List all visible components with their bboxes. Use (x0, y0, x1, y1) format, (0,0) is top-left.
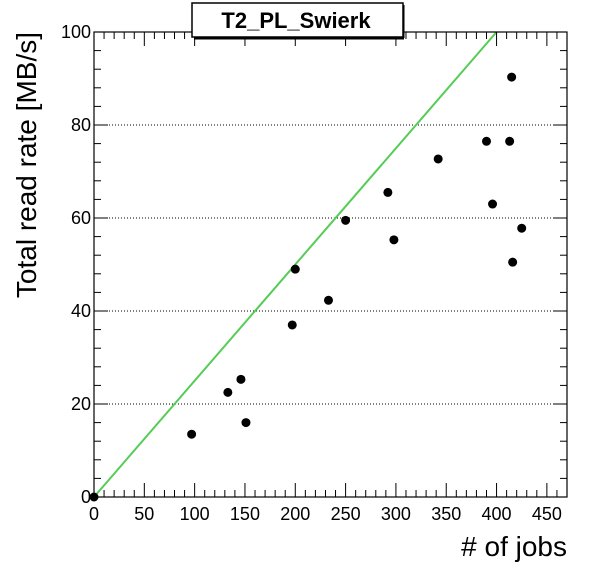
plot-frame (93, 31, 568, 498)
data-point-7 (323, 295, 333, 305)
chart-title-box: T2_PL_Swierk (191, 2, 405, 40)
y-tick-label-1: 20 (71, 394, 91, 414)
data-point-6 (290, 264, 300, 274)
x-tick-label-9: 450 (532, 504, 562, 524)
data-point-15 (507, 72, 517, 82)
x-tick-label-3: 150 (230, 504, 260, 524)
x-tick-label-7: 350 (431, 504, 461, 524)
data-point-1 (187, 429, 197, 439)
data-point-12 (481, 136, 491, 146)
x-tick-label-8: 400 (482, 504, 512, 524)
data-point-4 (241, 418, 251, 428)
data-point-0 (89, 492, 99, 502)
x-tick-label-5: 250 (331, 504, 361, 524)
data-point-8 (341, 215, 351, 225)
data-point-5 (287, 320, 297, 330)
x-tick-label-4: 200 (280, 504, 310, 524)
y-tick-label-5: 100 (61, 22, 91, 42)
y-axis-title: Total read rate [MB/s] (11, 32, 42, 298)
grid-layer (94, 31, 567, 405)
tick-labels: 0 50 100 150 200 250 300 350 400 450 0 20 40 60 80 100 (61, 22, 562, 524)
y-tick-label-3: 60 (71, 208, 91, 228)
plot-border (93, 31, 568, 498)
data-point-9 (383, 187, 393, 197)
data-points (89, 72, 527, 502)
reference-line (93, 31, 498, 498)
x-tick-label-2: 100 (180, 504, 210, 524)
reference-line-layer (93, 31, 498, 498)
x-axis-title: # of jobs (461, 531, 567, 562)
x-tick-label-0: 0 (89, 504, 99, 524)
data-point-16 (508, 257, 518, 267)
y-tick-label-2: 40 (71, 301, 91, 321)
y-tick-label-4: 80 (71, 115, 91, 135)
axis-ticks (93, 31, 568, 498)
data-point-10 (389, 235, 399, 245)
data-point-2 (223, 387, 233, 397)
data-point-14 (505, 136, 515, 146)
chart-title: T2_PL_Swierk (221, 8, 371, 33)
data-point-11 (433, 154, 443, 164)
data-point-17 (517, 223, 527, 233)
data-point-3 (236, 374, 246, 384)
data-point-13 (488, 199, 498, 209)
x-tick-label-1: 50 (134, 504, 154, 524)
y-tick-label-0: 0 (81, 487, 91, 507)
x-tick-label-6: 300 (381, 504, 411, 524)
